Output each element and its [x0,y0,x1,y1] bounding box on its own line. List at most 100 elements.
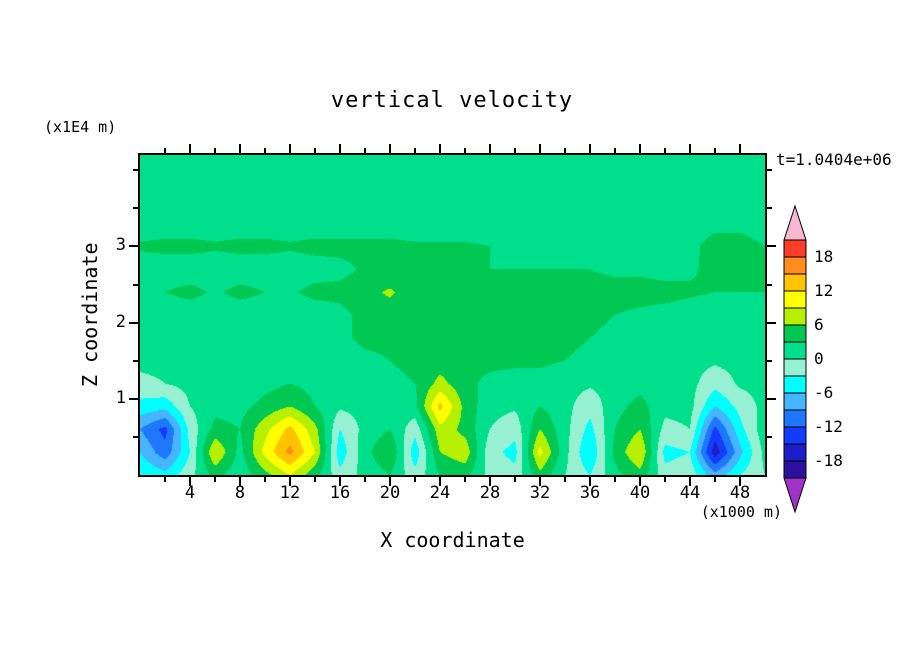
colorbar-segment [783,307,807,326]
colorbar-label: 0 [814,349,824,368]
x-tick-major [639,144,641,153]
z-tick-minor [767,283,772,286]
x-axis-unit-label: (x1000 m) [700,503,782,521]
colorbar-segment [783,341,807,360]
x-tick-major [189,144,191,153]
x-tick-minor [564,148,566,153]
x-tick-minor [314,477,316,482]
colorbar [783,204,807,514]
z-tick-minor [767,435,772,438]
colorbar-segment [783,375,807,394]
z-tick-minor [767,169,772,172]
colorbar-segment [783,426,807,445]
x-tick-major [389,477,391,486]
x-tick-major [589,477,591,486]
x-tick-label: 44 [679,483,701,503]
x-tick-minor [314,148,316,153]
z-tick-major [129,397,138,400]
x-tick-major [389,144,391,153]
z-tick-minor [133,435,138,438]
colorbar-label: 12 [814,281,834,300]
x-tick-label: 20 [379,483,401,503]
x-tick-minor [214,477,216,482]
x-tick-minor [664,148,666,153]
z-tick-major [767,245,776,248]
x-tick-minor [264,477,266,482]
x-tick-label: 24 [429,483,451,503]
x-tick-minor [714,477,716,482]
x-tick-label: 28 [479,483,501,503]
x-tick-minor [714,148,716,153]
colorbar-segment [783,239,807,258]
x-tick-label: 12 [279,483,301,503]
x-tick-label: 4 [184,483,196,503]
x-tick-major [289,477,291,486]
z-tick-minor [767,359,772,362]
x-tick-major [489,477,491,486]
colorbar-arrow-top [783,204,807,241]
x-tick-minor [514,148,516,153]
x-tick-minor [414,477,416,482]
x-tick-minor [664,477,666,482]
x-tick-major [339,477,341,486]
x-tick-major [489,144,491,153]
z-tick-minor [133,169,138,172]
x-tick-major [239,477,241,486]
x-tick-major [439,144,441,153]
x-tick-minor [564,477,566,482]
z-axis-unit-label: (x1E4 m) [44,118,117,136]
x-tick-minor [364,148,366,153]
x-tick-label: 40 [629,483,651,503]
z-tick-major [767,397,776,400]
colorbar-segment [783,256,807,275]
x-tick-minor [514,477,516,482]
x-tick-minor [614,477,616,482]
page-title: vertical velocity [330,88,574,113]
colorbar-segment [783,460,807,479]
x-tick-major [339,144,341,153]
timestamp-label: t=1.0404e+06 [776,150,892,169]
x-tick-major [289,144,291,153]
z-tick-major [767,321,776,324]
colorbar-arrow-bottom [783,477,807,514]
z-tick-label: 1 [115,387,126,408]
z-tick-minor [133,359,138,362]
x-tick-minor [464,148,466,153]
x-tick-major [639,477,641,486]
x-tick-label: 48 [729,483,751,503]
x-tick-minor [264,148,266,153]
x-axis-title: X coordinate [380,528,525,552]
z-tick-major [129,321,138,324]
x-tick-major [589,144,591,153]
colorbar-label: -6 [814,383,834,402]
x-tick-minor [164,477,166,482]
x-tick-minor [614,148,616,153]
contour-canvas [140,155,765,475]
x-tick-minor [364,477,366,482]
z-tick-major [129,245,138,248]
x-tick-major [539,144,541,153]
x-tick-minor [464,477,466,482]
x-tick-major [439,477,441,486]
x-tick-major [739,477,741,486]
colorbar-label: 6 [814,315,824,334]
z-tick-label: 2 [115,311,126,332]
z-tick-minor [133,283,138,286]
x-tick-label: 36 [579,483,601,503]
x-tick-major [689,144,691,153]
x-tick-minor [214,148,216,153]
colorbar-segment [783,290,807,309]
colorbar-segment [783,273,807,292]
colorbar-segment [783,392,807,411]
x-tick-major [539,477,541,486]
z-tick-minor [133,207,138,210]
x-tick-label: 32 [529,483,551,503]
x-tick-minor [164,148,166,153]
colorbar-label: -12 [814,417,843,436]
plot-frame [138,153,767,477]
x-tick-minor [414,148,416,153]
x-tick-major [689,477,691,486]
x-tick-label: 8 [234,483,246,503]
colorbar-label: 18 [814,247,834,266]
